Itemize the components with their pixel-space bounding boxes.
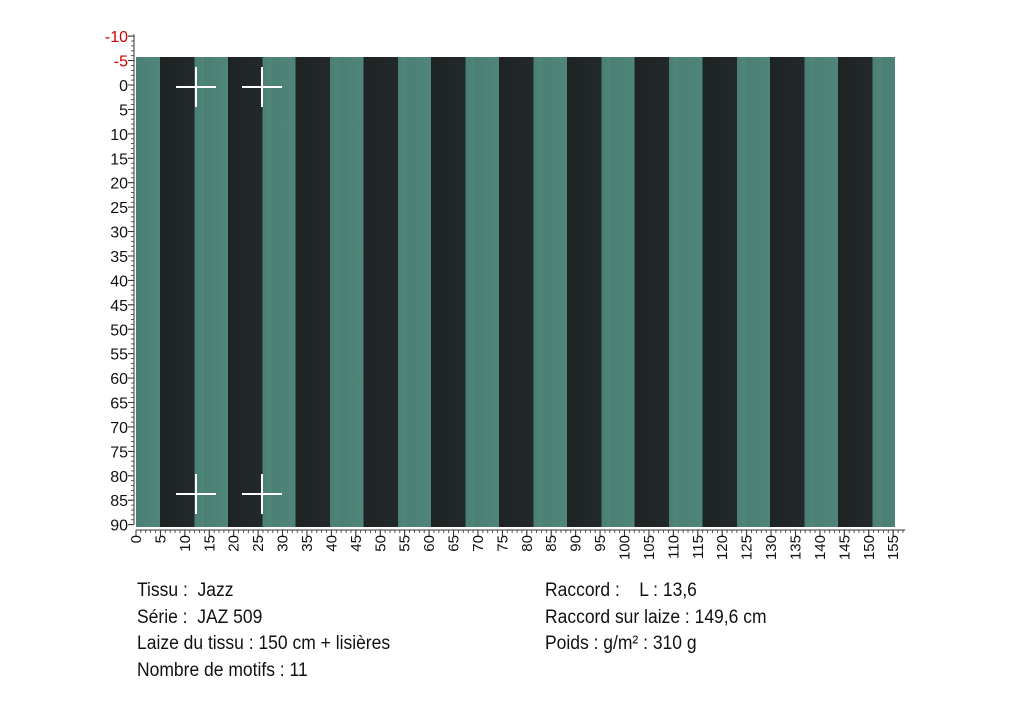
cross	[242, 67, 282, 107]
ruler-label: 130	[763, 535, 780, 560]
ruler-label: 80	[519, 535, 536, 552]
fabric-sample	[136, 57, 895, 527]
ruler-label: 70	[470, 535, 487, 552]
ruler-label: 75	[494, 535, 511, 552]
ruler-label: 80	[110, 469, 128, 486]
ruler-label: 155	[885, 535, 902, 560]
ruler-label: 10	[110, 127, 128, 144]
ruler-label: 95	[592, 535, 609, 552]
ruler-label: 45	[348, 535, 365, 552]
ruler-label: 150	[861, 535, 878, 560]
ruler-label: 65	[446, 535, 463, 552]
info-line: Laize du tissu : 150 cm + lisières	[137, 633, 391, 654]
ruler-label: 105	[641, 535, 658, 560]
info-line: Nombre de motifs : 11	[137, 659, 308, 681]
ruler-label: 30	[110, 225, 128, 242]
ruler-label: 140	[812, 535, 829, 560]
ruler-label: -10	[105, 29, 128, 46]
ruler-label: 0	[119, 78, 128, 95]
ruler-label: 0	[128, 535, 145, 543]
ruler-label: 15	[110, 151, 128, 168]
ruler-label: 90	[110, 518, 128, 535]
ruler-label: 10	[177, 535, 194, 552]
ruler-label: 40	[323, 535, 340, 552]
ruler-label: 50	[110, 322, 128, 339]
ruler-label: -5	[114, 54, 128, 71]
ruler-label: 50	[372, 535, 389, 552]
ruler-label: 30	[275, 535, 292, 552]
ruler-label: 135	[787, 535, 804, 560]
ruler-label: 35	[110, 249, 128, 266]
info-right: Raccord : L : 13,6 Raccord sur laize : 14…	[545, 578, 767, 658]
ruler-label: 35	[299, 535, 316, 552]
info-line: Poids : g/m² : 310 g	[545, 633, 697, 654]
ruler-label: 60	[110, 371, 128, 388]
ruler-label: 110	[665, 535, 682, 559]
ruler-label: 125	[739, 535, 756, 560]
ruler-label: 75	[110, 444, 128, 461]
info-line: Raccord sur laize : 149,6 cm	[545, 606, 767, 628]
ruler-label: 5	[119, 102, 128, 119]
ruler-label: 55	[397, 535, 414, 552]
ruler-label: 90	[568, 535, 585, 552]
ruler-label: 85	[543, 535, 560, 552]
ruler-label: 115	[690, 535, 707, 559]
ruler-label: 20	[110, 176, 128, 193]
info-left: Tissu : Jazz Série : JAZ 509 Laize du tiss…	[137, 578, 390, 684]
ruler-label: 120	[714, 535, 731, 560]
ruler-label: 85	[110, 493, 128, 510]
ruler-label: 20	[226, 535, 243, 552]
info-line: Tissu : Jazz	[137, 580, 234, 601]
cross	[176, 474, 216, 514]
ruler-label: 65	[110, 396, 128, 413]
ruler-label: 45	[110, 298, 128, 315]
ruler-label: 145	[836, 535, 853, 560]
cross	[242, 474, 282, 514]
info-line: Série : JAZ 509	[137, 606, 263, 628]
cross	[176, 67, 216, 107]
ruler-label: 25	[250, 535, 267, 552]
ruler-label: 25	[110, 200, 128, 217]
ruler-label: 70	[110, 420, 128, 437]
ruler-label: 40	[110, 273, 128, 290]
info-line: Raccord : L : 13,6	[545, 580, 697, 601]
ruler-label: 5	[152, 535, 169, 543]
crosses	[176, 67, 282, 514]
ruler-label: 15	[201, 535, 218, 552]
ruler-label: 55	[110, 347, 128, 364]
ruler-label: 60	[421, 535, 438, 552]
ruler-label: 100	[617, 535, 634, 560]
